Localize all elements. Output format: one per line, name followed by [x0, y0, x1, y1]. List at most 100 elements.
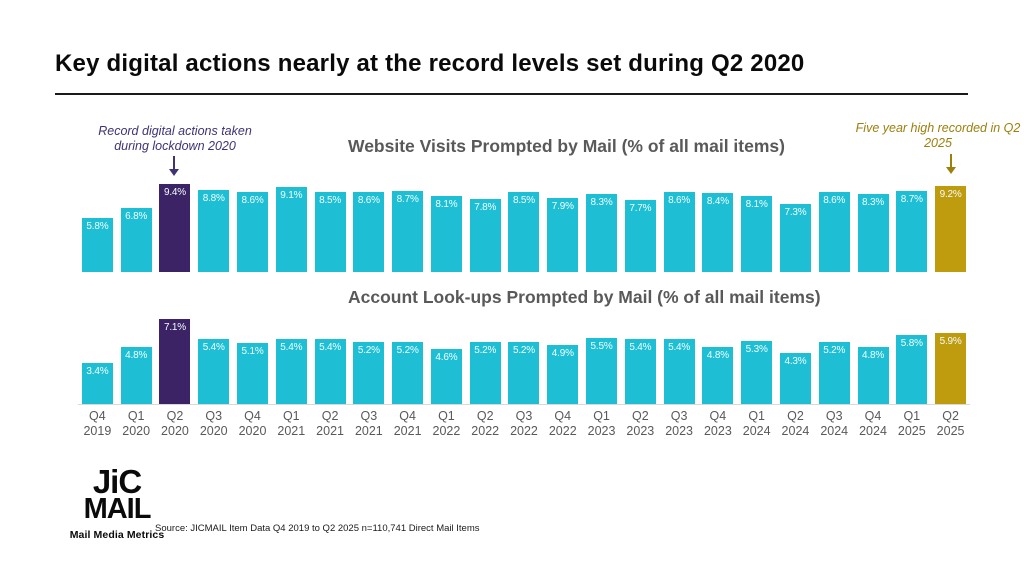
- bar: 8.1%: [741, 196, 773, 272]
- bar-column: 5.8%: [78, 184, 117, 272]
- down-arrow-icon: [946, 154, 956, 176]
- bar: 5.4%: [314, 339, 346, 404]
- bar-column: 9.2%: [931, 184, 970, 272]
- bar-value-label: 5.2%: [474, 344, 497, 356]
- bar-value-label: 5.2%: [823, 344, 846, 356]
- bar: 8.6%: [353, 191, 385, 272]
- x-axis-label: Q2 2025: [936, 409, 965, 438]
- bar: 4.6%: [430, 348, 462, 404]
- bar-value-label: 5.4%: [319, 342, 342, 354]
- x-axis: Q4 2019 Q1 2020 Q2 2020 Q3 2020 Q4 2020 Q1 2021 Q2 20…: [78, 409, 970, 439]
- x-axis-label: Q3 2023: [665, 409, 694, 438]
- bar-column: 5.2%: [388, 320, 427, 404]
- x-axis-label: Q1 2025: [897, 409, 926, 438]
- bar-column: 5.4%: [660, 320, 699, 404]
- x-axis-label: Q1 2021: [277, 409, 306, 438]
- bar: 9.2%: [935, 185, 967, 272]
- x-axis-label: Q4 2020: [238, 409, 267, 438]
- bar-column: 8.6%: [233, 184, 272, 272]
- bar-column: 4.8%: [854, 320, 893, 404]
- bar: 8.6%: [237, 191, 269, 272]
- x-axis-label: Q1 2022: [432, 409, 461, 438]
- bar-value-label: 8.6%: [241, 194, 264, 206]
- bar-value-label: 5.4%: [668, 342, 691, 354]
- bar-value-label: 8.6%: [668, 194, 691, 206]
- bar-value-label: 4.8%: [862, 349, 885, 361]
- bar: 8.3%: [586, 194, 618, 272]
- bar: 5.2%: [353, 341, 385, 404]
- x-axis-label: Q4 2024: [859, 409, 887, 438]
- bar: 8.3%: [857, 194, 889, 272]
- chart-title-website-visits: Website Visits Prompted by Mail (% of al…: [348, 136, 785, 156]
- bar: 5.4%: [198, 339, 230, 404]
- bar: 5.2%: [392, 341, 424, 404]
- bar: 5.3%: [741, 340, 773, 404]
- x-axis-label: Q1 2024: [742, 409, 771, 438]
- bar: 7.7%: [624, 199, 656, 272]
- bar-column: 5.4%: [311, 320, 350, 404]
- bar-column: 5.2%: [466, 320, 505, 404]
- source-text: Source: JICMAIL Item Data Q4 2019 to Q2 …: [155, 523, 480, 534]
- bar-column: 8.1%: [427, 184, 466, 272]
- bar-column: 4.8%: [117, 320, 156, 404]
- bar-column: 3.4%: [78, 320, 117, 404]
- bar-column: 7.9%: [543, 184, 582, 272]
- bar: 9.1%: [275, 186, 307, 272]
- bar-value-label: 4.8%: [706, 349, 729, 361]
- bar-value-label: 5.8%: [900, 337, 923, 349]
- bar: 8.7%: [392, 190, 424, 272]
- bar-value-label: 5.2%: [357, 344, 380, 356]
- x-axis-label: Q4 2023: [703, 409, 732, 438]
- bar-column: 4.3%: [776, 320, 815, 404]
- bar-column: 8.6%: [349, 184, 388, 272]
- bar-value-label: 8.1%: [745, 199, 768, 211]
- bar: 8.5%: [314, 192, 346, 272]
- bar: 9.4%: [159, 184, 191, 272]
- bar: 5.9%: [935, 333, 967, 404]
- bar: 5.5%: [586, 338, 618, 404]
- bar: 7.3%: [779, 203, 811, 272]
- jicmail-logo: JiC MAIL Mail Media Metrics: [52, 465, 182, 541]
- bar-value-label: 7.3%: [784, 206, 807, 218]
- bar-value-label: 8.4%: [706, 196, 729, 208]
- bar-column: 7.7%: [621, 184, 660, 272]
- bar-column: 5.4%: [194, 320, 233, 404]
- bar: 8.8%: [198, 189, 230, 272]
- bar: 4.8%: [857, 346, 889, 404]
- bar-value-label: 5.2%: [512, 344, 535, 356]
- down-arrow-icon: [169, 156, 179, 178]
- bar: 7.9%: [547, 198, 579, 272]
- bar-value-label: 8.7%: [900, 193, 923, 205]
- bar-chart-website-visits: 5.8% 6.8% 9.4% 8.8% 8.6% 9.1% 8.5% 8.6% 8.7% 8.1%…: [78, 184, 970, 272]
- bar: 5.4%: [624, 339, 656, 404]
- chart-title-account-lookups: Account Look-ups Prompted by Mail (% of …: [348, 287, 821, 307]
- x-axis-label: Q2 2024: [781, 409, 810, 438]
- bar-column: 8.3%: [854, 184, 893, 272]
- bar-value-label: 9.4%: [163, 187, 186, 198]
- bar-column: 8.3%: [582, 184, 621, 272]
- bar-value-label: 8.6%: [357, 194, 380, 206]
- bar-value-label: 8.7%: [396, 193, 419, 205]
- bar-column: 8.5%: [505, 184, 544, 272]
- bar-column: 6.8%: [117, 184, 156, 272]
- bar-column: 8.6%: [815, 184, 854, 272]
- bar: 8.7%: [896, 190, 928, 272]
- bar-value-label: 7.9%: [551, 201, 574, 212]
- bar-value-label: 7.7%: [629, 202, 652, 214]
- bar-value-label: 7.8%: [474, 202, 497, 213]
- bar: 5.2%: [818, 341, 850, 404]
- x-axis-label: Q3 2022: [510, 409, 538, 438]
- bar-value-label: 8.1%: [435, 199, 458, 211]
- bar-chart-account-lookups: 3.4% 4.8% 7.1% 5.4% 5.1% 5.4% 5.4% 5.2% 5.2% 4.6%…: [78, 319, 970, 405]
- bar-value-label: 5.4%: [280, 342, 303, 354]
- logo-text-mail: MAIL: [83, 493, 152, 525]
- bar-value-label: 4.8%: [125, 349, 148, 361]
- bar-column: 7.3%: [776, 184, 815, 272]
- bar-column: 9.1%: [272, 184, 311, 272]
- x-axis-label: Q4 2022: [548, 409, 577, 438]
- bar-column: 8.6%: [660, 184, 699, 272]
- bar-value-label: 7.1%: [163, 322, 186, 333]
- bar-column: 5.4%: [272, 320, 311, 404]
- bar-column: 5.2%: [505, 320, 544, 404]
- annotation-lockdown: Record digital actions taken during lock…: [98, 124, 252, 153]
